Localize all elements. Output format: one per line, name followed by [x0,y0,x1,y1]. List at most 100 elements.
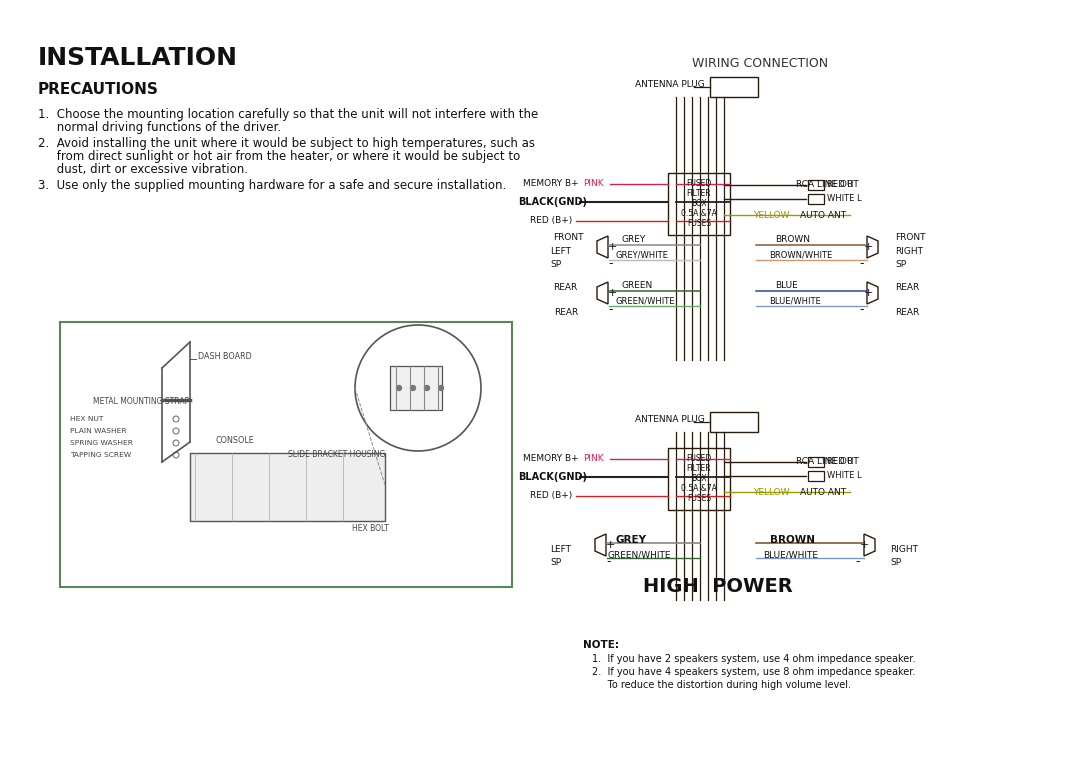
Text: 0.5A &7A: 0.5A &7A [681,484,717,493]
Text: AUTO ANT: AUTO ANT [800,211,846,220]
Text: from direct sunlight or hot air from the heater, or where it would be subject to: from direct sunlight or hot air from the… [38,150,521,163]
Text: -: - [608,257,612,270]
Text: SLIDE BRACKET HOUSING: SLIDE BRACKET HOUSING [288,450,386,459]
Bar [669,173,730,235]
Text: +: + [608,242,618,252]
Text: GREEN/WHITE: GREEN/WHITE [608,550,672,559]
Text: +: + [864,288,874,298]
Text: METAL MOUNTING STRAP: METAL MOUNTING STRAP [93,397,189,406]
Bar [669,448,730,510]
Text: ANTENNA PLUG: ANTENNA PLUG [635,80,705,89]
Text: TAPPING SCREW: TAPPING SCREW [70,452,132,458]
Bar [808,471,824,481]
Text: BLACK(GND): BLACK(GND) [518,472,588,482]
Text: RED (B+): RED (B+) [530,216,572,225]
Text: BLUE: BLUE [775,281,798,290]
Text: PRECAUTIONS: PRECAUTIONS [38,82,159,97]
Text: BLACK(GND): BLACK(GND) [518,197,588,207]
Text: INSTALLATION: INSTALLATION [38,46,238,70]
Text: MEMORY B+: MEMORY B+ [523,454,579,463]
Text: RIGHT: RIGHT [890,545,918,554]
Text: GREEN/WHITE: GREEN/WHITE [616,296,675,305]
Text: FUSED: FUSED [687,179,712,188]
Text: -: - [606,555,610,568]
Text: PINK: PINK [583,454,604,463]
Bar [710,412,758,432]
Text: AUTO ANT: AUTO ANT [800,488,846,497]
Text: NOTE:: NOTE: [583,640,619,650]
Text: REAR: REAR [895,283,919,292]
Text: FRONT: FRONT [895,233,926,242]
Text: CONSOLE: CONSOLE [216,436,255,445]
Text: LEFT: LEFT [550,545,571,554]
Text: BROWN/WHITE: BROWN/WHITE [769,250,833,259]
Bar [60,322,512,587]
Text: RCA LINE OUT: RCA LINE OUT [796,180,859,189]
Text: GREY: GREY [622,235,646,244]
Circle shape [424,386,430,390]
Text: FUSES: FUSES [687,219,711,228]
Text: REAR: REAR [553,283,577,292]
Text: +: + [606,540,616,550]
Bar [808,194,824,204]
Text: FRONT: FRONT [553,233,583,242]
Text: SP: SP [890,558,901,567]
Circle shape [410,386,416,390]
Text: WHITE L: WHITE L [827,194,862,203]
Text: 2.  If you have 4 speakers system, use 8 ohm impedance speaker.: 2. If you have 4 speakers system, use 8 … [592,667,916,677]
Text: LEFT: LEFT [550,247,571,256]
Text: RIGHT: RIGHT [895,247,923,256]
Bar [710,77,758,97]
Text: FUSED: FUSED [687,454,712,463]
Text: SPRING WASHER: SPRING WASHER [70,440,133,446]
Text: normal driving functions of the driver.: normal driving functions of the driver. [38,121,281,134]
Text: MEMORY B+: MEMORY B+ [523,179,579,188]
Text: BROWN: BROWN [775,235,810,244]
Text: 1.  Choose the mounting location carefully so that the unit will not interfere w: 1. Choose the mounting location carefull… [38,108,538,121]
Bar [808,180,824,190]
Text: +: + [864,242,874,252]
Text: -: - [608,303,612,316]
Text: BLUE/WHITE: BLUE/WHITE [762,550,818,559]
Text: REAR: REAR [554,308,578,317]
Text: FILTER: FILTER [687,189,712,198]
Text: WHITE L: WHITE L [827,471,862,480]
Text: GREY: GREY [615,535,646,545]
Text: PLAIN WASHER: PLAIN WASHER [70,428,126,434]
Text: BLUE/WHITE: BLUE/WHITE [769,296,821,305]
Text: HEX NUT: HEX NUT [70,416,104,422]
Text: -: - [855,555,860,568]
Text: RED R: RED R [827,180,853,189]
Text: dust, dirt or excessive vibration.: dust, dirt or excessive vibration. [38,163,248,176]
Text: BOX: BOX [691,199,706,208]
Text: HIGH  POWER: HIGH POWER [643,577,793,596]
Text: DASH BOARD: DASH BOARD [198,352,252,361]
Text: GREY/WHITE: GREY/WHITE [616,250,669,259]
Text: FILTER: FILTER [687,464,712,473]
Text: 2.  Avoid installing the unit where it would be subject to high temperatures, su: 2. Avoid installing the unit where it wo… [38,137,535,150]
Text: WIRING CONNECTION: WIRING CONNECTION [692,57,828,70]
Text: SP: SP [895,260,906,269]
Bar [390,366,442,410]
Circle shape [438,386,444,390]
Text: -: - [859,257,864,270]
Text: To reduce the distortion during high volume level.: To reduce the distortion during high vol… [592,680,851,690]
Text: HEX BOLT: HEX BOLT [352,524,389,533]
Text: 1.  If you have 2 speakers system, use 4 ohm impedance speaker.: 1. If you have 2 speakers system, use 4 … [592,654,916,664]
Text: YELLOW: YELLOW [753,488,789,497]
Text: RED R: RED R [827,457,853,466]
Text: SP: SP [550,260,562,269]
Text: SP: SP [550,558,562,567]
Text: FUSES: FUSES [687,494,711,503]
Text: BOX: BOX [691,474,706,483]
Text: REAR: REAR [895,308,919,317]
Text: 3.  Use only the supplied mounting hardware for a safe and secure installation.: 3. Use only the supplied mounting hardwa… [38,179,507,192]
Bar [190,453,384,521]
Text: RCA LINE OUT: RCA LINE OUT [796,457,859,466]
Circle shape [396,386,402,390]
Bar [808,457,824,467]
Text: 0.5A &7A: 0.5A &7A [681,209,717,218]
Text: GREEN: GREEN [622,281,653,290]
Text: +: + [860,540,869,550]
Text: RED (B+): RED (B+) [530,491,572,500]
